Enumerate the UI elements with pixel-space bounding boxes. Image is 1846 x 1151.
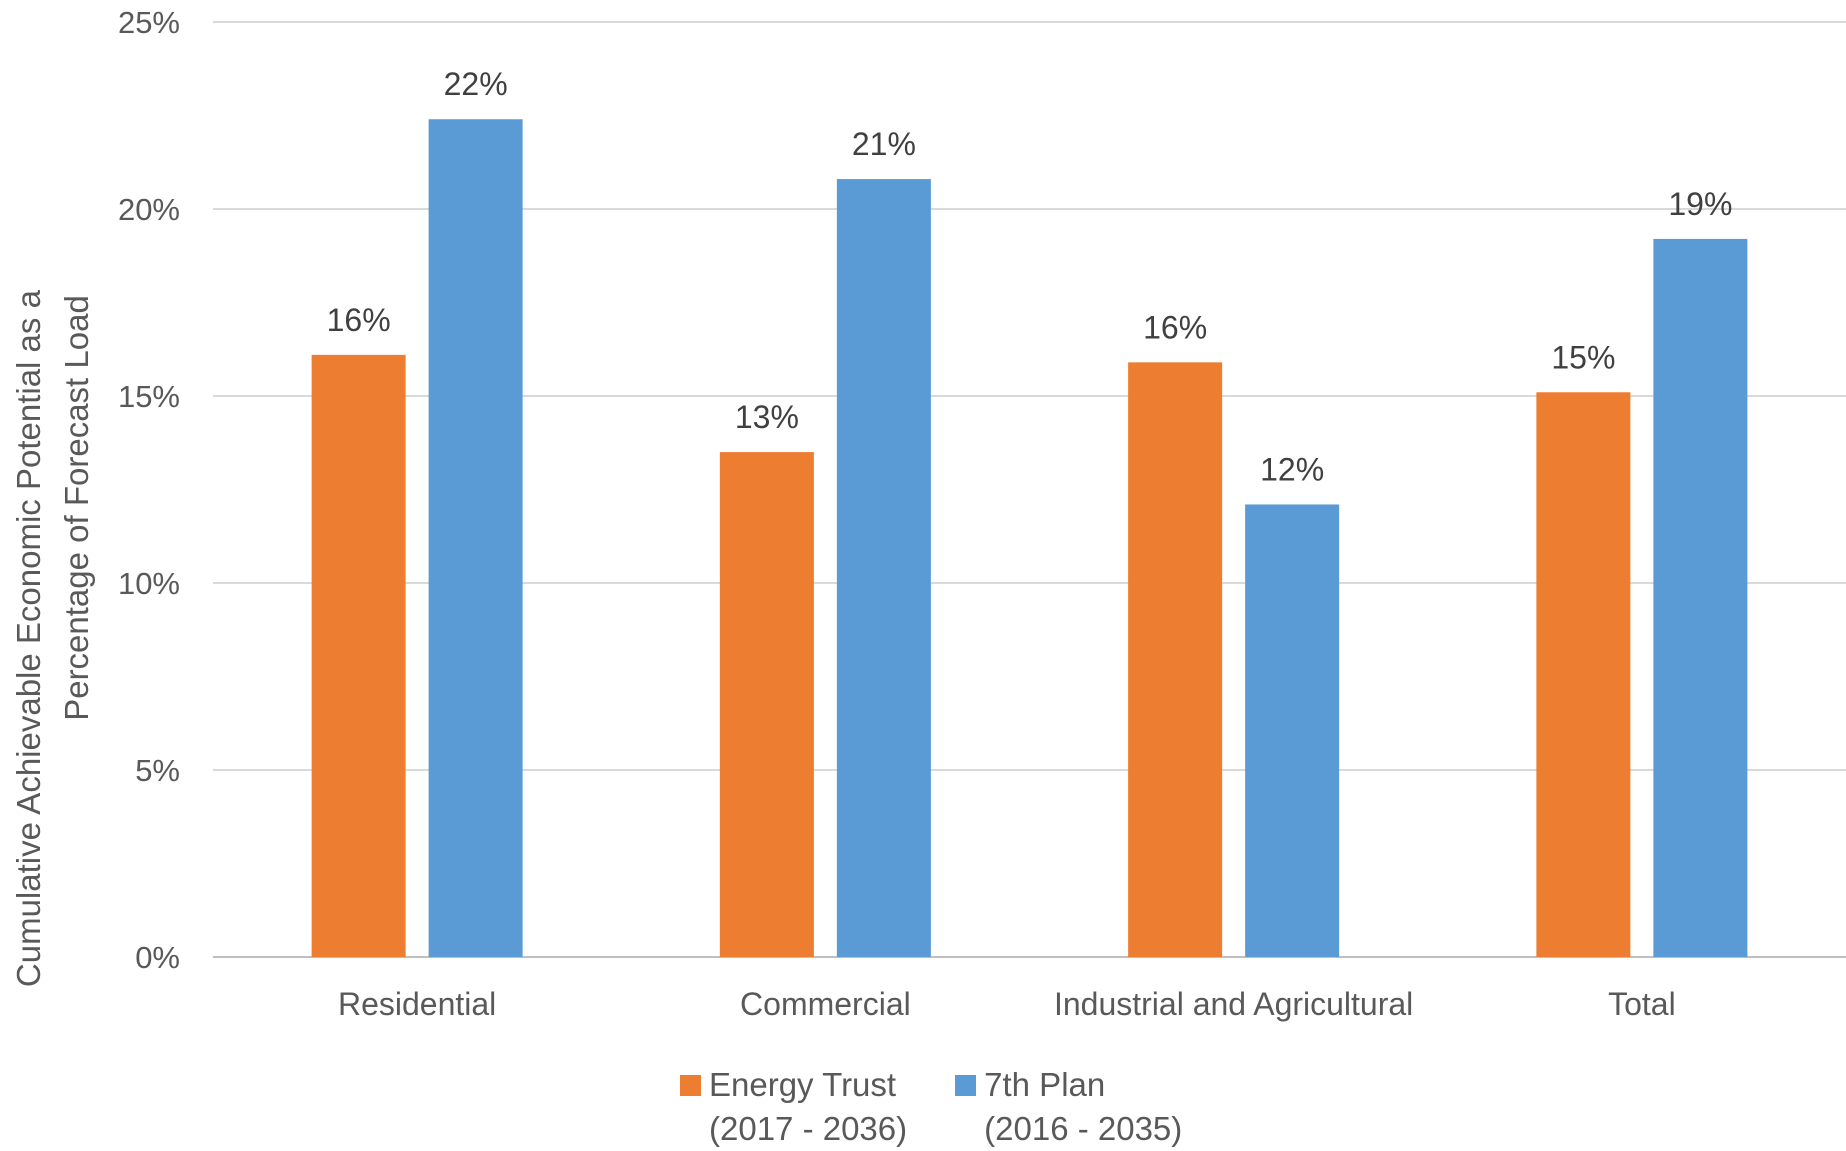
- legend-years-energy-trust: (2017 - 2036): [709, 1110, 908, 1147]
- legend-label-7th-plan: 7th Plan: [984, 1066, 1106, 1103]
- bar-residential-energy-trust: [311, 354, 406, 957]
- category-label-total: Total: [1608, 986, 1676, 1022]
- legend-item-7th-plan[interactable]: 7th Plan (2016 - 2035): [955, 1063, 1182, 1151]
- data-label-industrial-and-agricultural-7th-plan: 12%: [1260, 451, 1324, 487]
- data-label-total-energy-trust: 15%: [1551, 339, 1615, 375]
- bars: [311, 119, 1748, 958]
- bar-total-energy-trust: [1536, 392, 1631, 957]
- legend-label-energy-trust: Energy Trust: [709, 1066, 897, 1103]
- data-label-total-7th-plan: 19%: [1668, 186, 1732, 222]
- y-tick-label-15: 15%: [118, 379, 180, 414]
- category-labels: Residential Commercial Industrial and Agri…: [338, 986, 1676, 1022]
- category-label-commercial: Commercial: [740, 986, 911, 1022]
- y-axis-title: Cumulative Achievable Economic Potential…: [10, 281, 95, 987]
- y-tick-label-25: 25%: [118, 5, 180, 40]
- data-label-residential-7th-plan: 22%: [444, 66, 508, 102]
- y-tick-label-10: 10%: [118, 566, 180, 601]
- y-axis-ticks: 0% 5% 10% 15% 20% 25%: [118, 5, 180, 975]
- y-tick-label-0: 0%: [135, 940, 180, 975]
- data-label-commercial-7th-plan: 21%: [852, 126, 916, 162]
- bar-total-7th-plan: [1653, 238, 1748, 958]
- data-label-residential-energy-trust: 16%: [327, 302, 391, 338]
- y-tick-label-20: 20%: [118, 192, 180, 227]
- data-label-industrial-and-agricultural-energy-trust: 16%: [1143, 309, 1207, 345]
- y-axis-title-line-1: Cumulative Achievable Economic Potential…: [10, 289, 47, 987]
- legend-years-7th-plan: (2016 - 2035): [984, 1110, 1183, 1147]
- legend-swatch-7th-plan: [955, 1075, 977, 1096]
- category-label-residential: Residential: [338, 986, 496, 1022]
- bar-commercial-7th-plan: [836, 179, 931, 957]
- bar-residential-7th-plan: [428, 119, 523, 958]
- bar-commercial-energy-trust: [719, 452, 814, 957]
- data-label-commercial-energy-trust: 13%: [735, 399, 799, 435]
- legend-item-energy-trust[interactable]: Energy Trust (2017 - 2036): [680, 1063, 907, 1151]
- data-labels: 16% 22% 13% 21% 16% 12% 15% 19%: [327, 66, 1733, 487]
- y-axis-title-line-2: Percentage of Forecast Load: [58, 295, 95, 721]
- y-tick-label-5: 5%: [135, 753, 180, 788]
- category-label-industrial-and-agricultural: Industrial and Agricultural: [1054, 986, 1413, 1022]
- legend-swatch-energy-trust: [680, 1075, 701, 1096]
- bar-industrial-and-agricultural-7th-plan: [1245, 504, 1340, 957]
- bar-industrial-and-agricultural-energy-trust: [1128, 362, 1223, 958]
- legend: Energy Trust (2017 - 2036) 7th Plan (201…: [680, 1063, 1182, 1151]
